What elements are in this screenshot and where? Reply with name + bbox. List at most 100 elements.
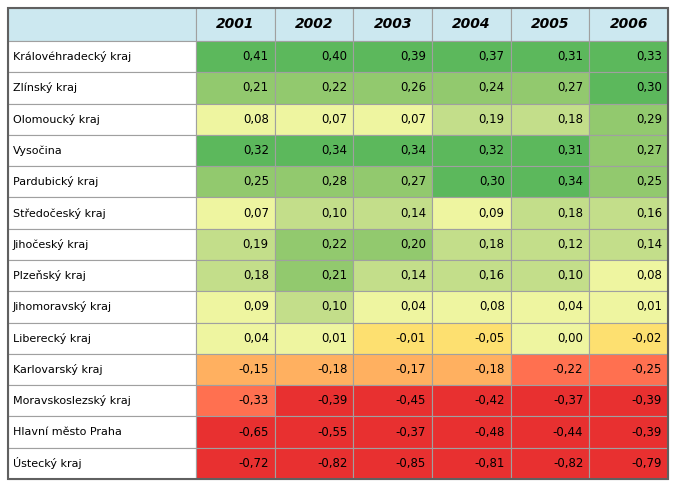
Text: -0,79: -0,79 [631, 457, 662, 470]
Text: -0,33: -0,33 [239, 394, 269, 407]
Bar [589, 354, 668, 385]
Text: 0,04: 0,04 [243, 332, 269, 345]
Bar [432, 135, 510, 166]
Text: 0,34: 0,34 [321, 144, 347, 157]
Text: 0,37: 0,37 [479, 50, 505, 63]
Bar [196, 166, 274, 197]
Text: Ústecký kraj: Ústecký kraj [13, 457, 82, 469]
Text: 0,16: 0,16 [479, 269, 505, 282]
Text: 0,04: 0,04 [400, 300, 426, 314]
Bar [589, 135, 668, 166]
Text: 0,20: 0,20 [400, 238, 426, 251]
Text: 0,18: 0,18 [243, 269, 269, 282]
Bar [589, 197, 668, 229]
Bar [274, 135, 354, 166]
Bar [432, 197, 510, 229]
Bar [8, 135, 196, 166]
Bar [274, 448, 354, 479]
Text: -0,25: -0,25 [631, 363, 662, 376]
Text: 0,31: 0,31 [557, 50, 583, 63]
Text: 0,04: 0,04 [557, 300, 583, 314]
Bar [196, 260, 274, 291]
Text: 0,01: 0,01 [321, 332, 347, 345]
Bar [589, 229, 668, 260]
Text: 0,19: 0,19 [479, 112, 505, 126]
Text: -0,37: -0,37 [553, 394, 583, 407]
Bar [589, 416, 668, 448]
Bar [196, 72, 274, 104]
Bar [8, 8, 196, 41]
Text: Pardubický kraj: Pardubický kraj [13, 176, 99, 187]
Text: 0,10: 0,10 [321, 206, 347, 220]
Bar [274, 385, 354, 416]
Text: Plzeňský kraj: Plzeňský kraj [13, 270, 86, 281]
Bar [354, 72, 432, 104]
Bar [196, 229, 274, 260]
Bar [589, 260, 668, 291]
Bar [354, 166, 432, 197]
Text: 0,28: 0,28 [321, 175, 347, 188]
Text: 0,30: 0,30 [636, 81, 662, 94]
Text: 0,25: 0,25 [243, 175, 269, 188]
Text: 2006: 2006 [610, 18, 648, 32]
Text: 0,12: 0,12 [557, 238, 583, 251]
Text: 0,00: 0,00 [558, 332, 583, 345]
Bar [432, 385, 510, 416]
Bar [510, 41, 589, 72]
Bar [274, 72, 354, 104]
Text: 0,27: 0,27 [400, 175, 426, 188]
Text: Zlínský kraj: Zlínský kraj [13, 82, 77, 94]
Bar [432, 72, 510, 104]
Text: -0,48: -0,48 [475, 426, 505, 439]
Text: 0,19: 0,19 [243, 238, 269, 251]
Text: 2005: 2005 [531, 18, 569, 32]
Text: 0,31: 0,31 [557, 144, 583, 157]
Bar [510, 385, 589, 416]
Text: Středočeský kraj: Středočeský kraj [13, 207, 105, 219]
Text: 0,29: 0,29 [636, 112, 662, 126]
Bar [196, 41, 274, 72]
Text: -0,42: -0,42 [474, 394, 505, 407]
Bar [510, 260, 589, 291]
Bar [589, 104, 668, 135]
Text: -0,85: -0,85 [396, 457, 426, 470]
Bar [432, 416, 510, 448]
Bar [432, 104, 510, 135]
Text: 0,41: 0,41 [243, 50, 269, 63]
Text: -0,18: -0,18 [475, 363, 505, 376]
Bar [196, 104, 274, 135]
Bar [196, 385, 274, 416]
Text: 2002: 2002 [295, 18, 333, 32]
Bar [354, 322, 432, 354]
Text: 0,21: 0,21 [243, 81, 269, 94]
Text: -0,45: -0,45 [395, 394, 426, 407]
Text: 0,16: 0,16 [636, 206, 662, 220]
Text: -0,72: -0,72 [238, 457, 269, 470]
Bar [8, 416, 196, 448]
Text: 0,18: 0,18 [557, 206, 583, 220]
Text: Hlavní město Praha: Hlavní město Praha [13, 427, 122, 437]
Text: 0,24: 0,24 [479, 81, 505, 94]
Text: 0,07: 0,07 [243, 206, 269, 220]
Text: -0,81: -0,81 [475, 457, 505, 470]
Bar [510, 322, 589, 354]
Bar [510, 104, 589, 135]
Text: 0,39: 0,39 [400, 50, 426, 63]
Text: 0,18: 0,18 [557, 112, 583, 126]
Text: 0,07: 0,07 [321, 112, 347, 126]
Text: 0,14: 0,14 [400, 269, 426, 282]
Bar [354, 197, 432, 229]
Bar [432, 448, 510, 479]
Text: 2004: 2004 [452, 18, 491, 32]
Bar [589, 8, 668, 41]
Bar [354, 448, 432, 479]
Bar [510, 448, 589, 479]
Text: -0,55: -0,55 [317, 426, 347, 439]
Text: -0,05: -0,05 [475, 332, 505, 345]
Bar [196, 322, 274, 354]
Text: Vysočina: Vysočina [13, 145, 63, 156]
Bar [8, 197, 196, 229]
Text: 0,10: 0,10 [321, 300, 347, 314]
Bar [589, 322, 668, 354]
Text: -0,44: -0,44 [553, 426, 583, 439]
